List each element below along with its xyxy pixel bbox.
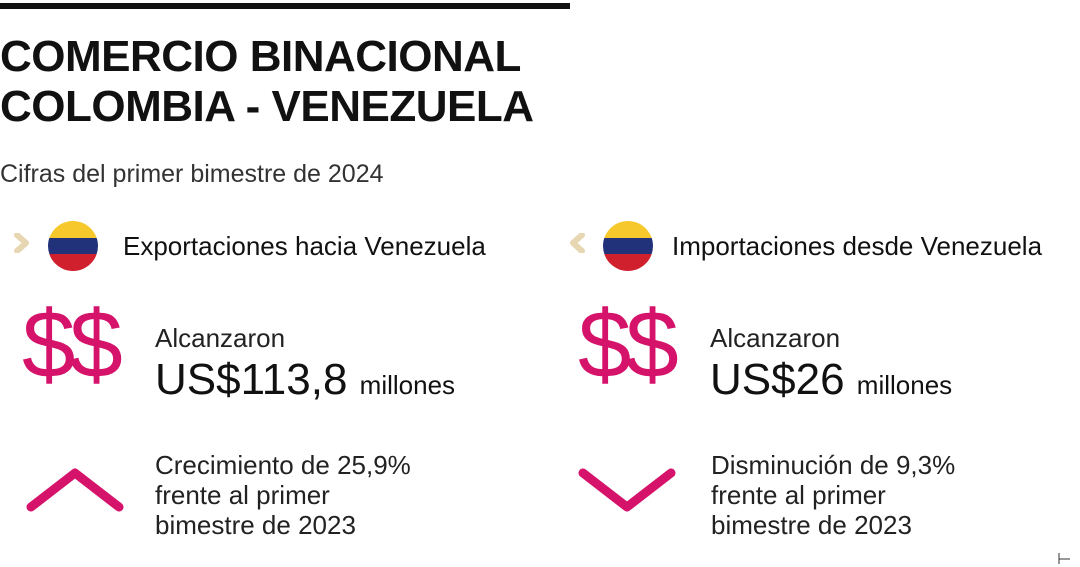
chevron-right-icon — [14, 233, 29, 253]
subtitle: Cifras del primer bimestre de 2024 — [0, 160, 384, 188]
exports-amount-value: US$113,8 — [155, 355, 348, 404]
chevron-left-icon — [570, 233, 585, 253]
imports-amount: US$26 millones — [710, 355, 952, 405]
title-line-1: COMERCIO BINACIONAL — [0, 32, 521, 81]
imports-desc-line: frente al primer — [711, 480, 886, 510]
exports-desc-line: Crecimiento de 25,9% — [155, 450, 411, 480]
exports-title: Exportaciones hacia Venezuela — [123, 231, 486, 261]
dollar-icon: $$ — [578, 291, 679, 398]
title-line-2: COLOMBIA - VENEZUELA — [0, 82, 534, 131]
venezuela-flag-icon — [603, 221, 653, 271]
imports-description: Disminución de 9,3% frente al primer bim… — [711, 450, 955, 540]
exports-desc-line: bimestre de 2023 — [155, 510, 356, 540]
corner-mark-icon — [1058, 553, 1070, 564]
exports-header: Exportaciones hacia Venezuela — [0, 215, 540, 275]
exports-description: Crecimiento de 25,9% frente al primer bi… — [155, 450, 411, 540]
exports-desc-line: frente al primer — [155, 480, 330, 510]
exports-label: Alcanzaron — [155, 323, 286, 353]
venezuela-flag-icon — [48, 221, 98, 271]
dollar-icon: $$ — [22, 291, 123, 398]
imports-desc-line: bimestre de 2023 — [711, 510, 912, 540]
imports-amount-value: US$26 — [710, 355, 845, 404]
top-rule — [0, 3, 570, 9]
arrow-down-icon — [578, 468, 676, 512]
imports-unit: millones — [856, 370, 953, 400]
page-title: COMERCIO BINACIONAL COLOMBIA - VENEZUELA — [0, 32, 534, 132]
imports-label: Alcanzaron — [710, 323, 841, 353]
arrow-up-icon — [26, 468, 124, 512]
imports-header: Importaciones desde Venezuela — [555, 215, 1080, 275]
exports-amount: US$113,8 millones — [155, 355, 455, 405]
exports-unit: millones — [359, 370, 456, 400]
imports-desc-line: Disminución de 9,3% — [711, 450, 956, 480]
imports-title: Importaciones desde Venezuela — [672, 231, 1043, 261]
